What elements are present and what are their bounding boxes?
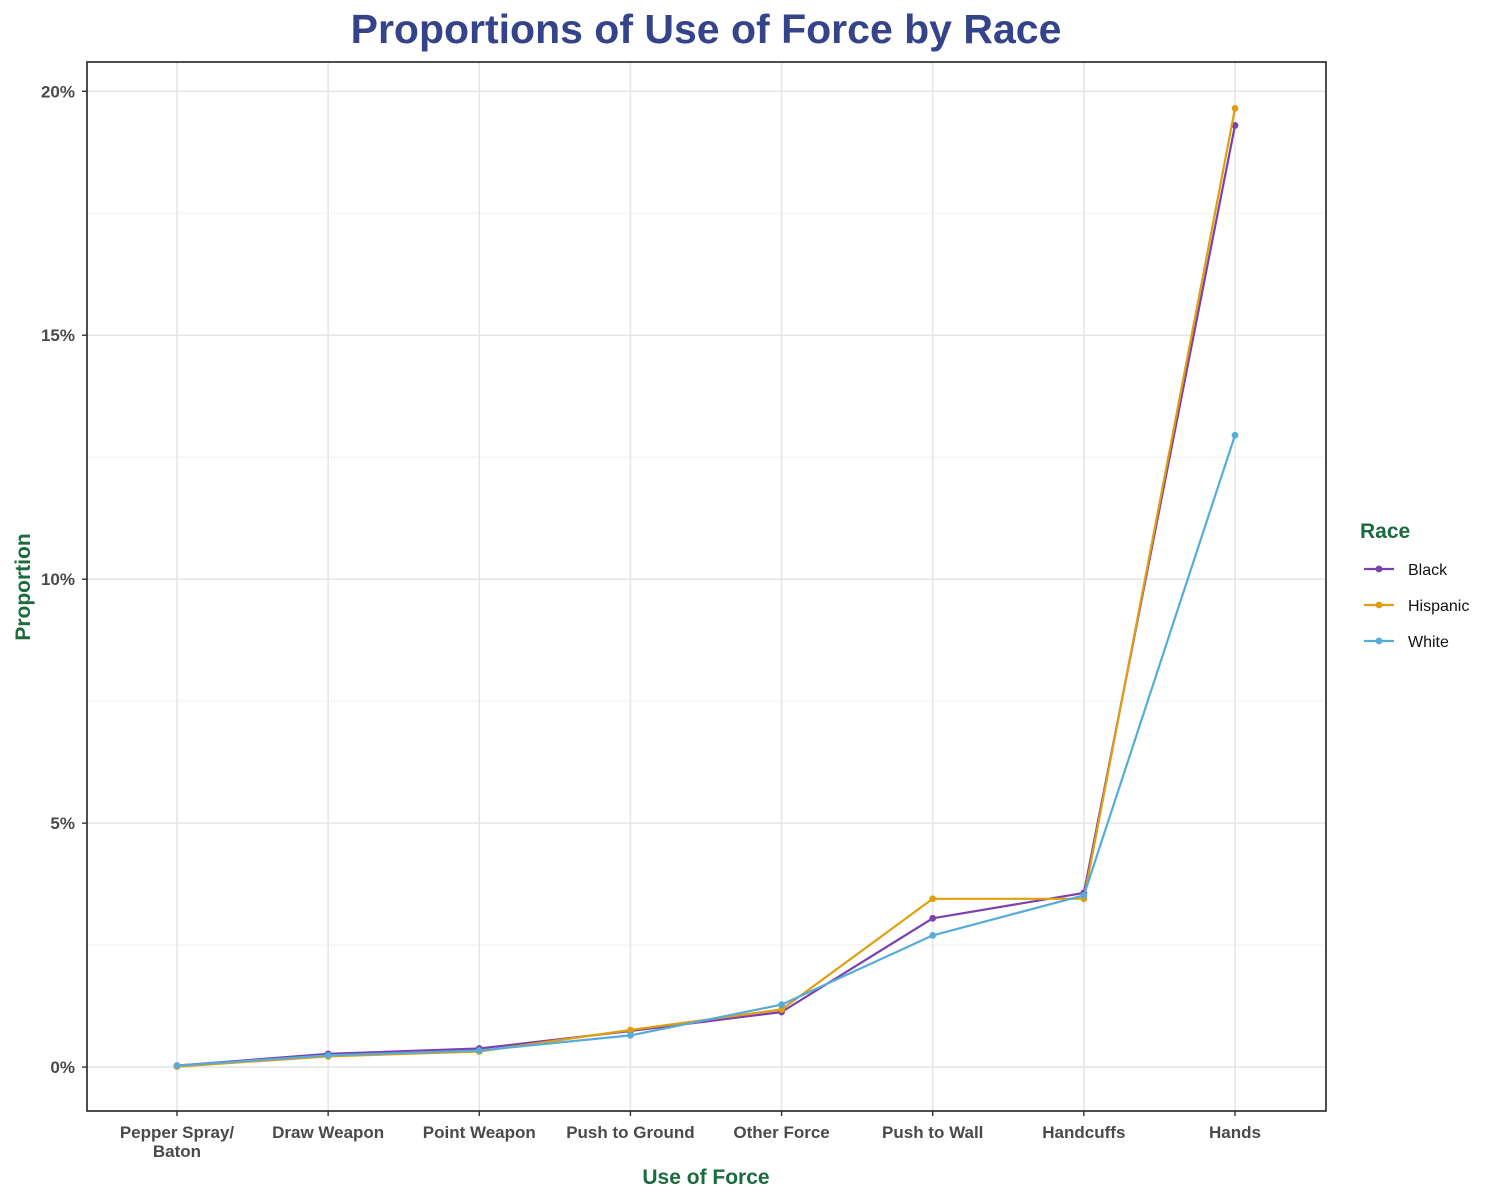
legend: Race Black Hispanic White (1360, 520, 1469, 651)
legend-swatch-point (1375, 637, 1383, 645)
data-point-white (324, 1051, 332, 1059)
legend-label: Hispanic (1408, 598, 1469, 615)
y-axis-title: Proportion (12, 533, 35, 640)
series-line-hispanic (176, 108, 1237, 1068)
x-axis-title: Use of Force (642, 1166, 769, 1189)
data-point-white (929, 931, 937, 939)
data-point-black (929, 914, 937, 922)
data-point-hispanic (929, 895, 937, 903)
data-point-black (1231, 122, 1239, 129)
series-lines (173, 104, 1239, 1071)
data-point-white (1080, 891, 1088, 899)
series-line-black (176, 125, 1237, 1067)
legend-item-white: White (1364, 634, 1449, 651)
data-point-hispanic (778, 1006, 785, 1013)
x-tick-label: Draw Weapon (272, 1123, 384, 1142)
x-tick-label: Handcuffs (1042, 1123, 1125, 1142)
data-point-white (778, 1001, 785, 1009)
x-tick-label: Baton (153, 1142, 201, 1161)
data-point-white (475, 1047, 483, 1054)
legend-swatch-point (1375, 565, 1383, 573)
x-tick-label: Pepper Spray/ (120, 1123, 235, 1142)
x-tick-label: Push to Wall (882, 1123, 983, 1142)
legend-swatch-point (1375, 601, 1383, 609)
x-tick-label: Push to Ground (566, 1123, 694, 1142)
grid-lines (87, 62, 1326, 1111)
series-hispanic (173, 104, 1239, 1071)
legend-label: Black (1408, 562, 1448, 579)
series-white (173, 431, 1239, 1070)
data-point-white (173, 1062, 181, 1070)
y-tick-label: 20% (41, 82, 75, 101)
x-tick-label: Hands (1209, 1123, 1261, 1142)
y-tick-label: 15% (41, 326, 75, 345)
x-tick-label: Point Weapon (423, 1123, 536, 1142)
data-point-hispanic (1231, 104, 1239, 112)
x-tick-label: Other Force (733, 1123, 829, 1142)
y-tick-label: 5% (50, 814, 75, 833)
series-line-white (176, 434, 1237, 1067)
legend-item-hispanic: Hispanic (1364, 598, 1469, 615)
data-point-hispanic (627, 1026, 634, 1034)
plot-panel-border (86, 61, 1327, 1112)
series-black (173, 122, 1239, 1070)
y-tick-label: 10% (41, 570, 75, 589)
legend-title: Race (1360, 520, 1410, 543)
y-tick-label: 0% (50, 1058, 75, 1077)
data-point-white (1231, 431, 1239, 439)
data-point-white (627, 1031, 634, 1039)
legend-item-black: Black (1364, 562, 1448, 579)
axis-ticks: 0% 5% 10% 15% 20% Pepper Spray/Baton Draw Weap… (41, 82, 1261, 1161)
chart-title: Proportions of Use of Force by Race (351, 6, 1062, 52)
legend-label: White (1408, 634, 1449, 651)
